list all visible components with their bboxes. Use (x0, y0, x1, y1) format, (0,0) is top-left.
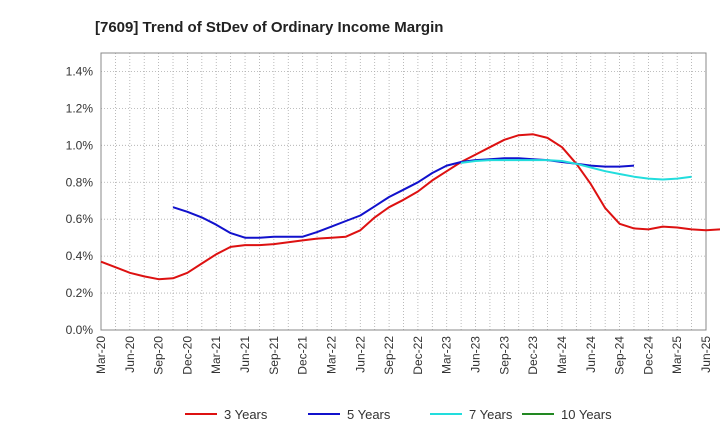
x-tick-label: Jun-20 (123, 336, 137, 373)
y-tick-label: 0.8% (66, 175, 94, 189)
x-tick-label: Mar-24 (555, 336, 569, 374)
plot-frame (100, 52, 707, 331)
x-tick-label: Dec-20 (180, 336, 194, 375)
x-tick-label: Mar-21 (209, 336, 223, 374)
x-tick-label: Mar-25 (670, 336, 684, 374)
grid (100, 53, 707, 331)
y-tick-label: 1.0% (66, 138, 94, 152)
x-tick-label: Dec-23 (526, 336, 540, 375)
legend-label: 7 Years (469, 407, 513, 422)
x-tick-label: Jun-24 (584, 336, 598, 373)
x-tick-label: Jun-23 (469, 336, 483, 373)
x-tick-label: Jun-25 (699, 336, 713, 373)
y-tick-label: 0.4% (66, 249, 94, 263)
x-tick-label: Sep-21 (267, 336, 281, 375)
y-tick-label: 0.6% (66, 212, 94, 226)
chart-title: [7609] Trend of StDev of Ordinary Income… (95, 19, 443, 36)
x-tick-label: Dec-24 (641, 336, 655, 375)
legend-label: 10 Years (561, 407, 612, 422)
legend: 3 Years 5 Years 7 Years 10 Years (185, 407, 612, 422)
x-tick-label: Mar-22 (324, 336, 338, 374)
x-tick-label: Mar-20 (94, 336, 108, 374)
series-line-7-years (460, 159, 692, 181)
x-axis: Mar-20 Jun-20 Sep-20 Dec-20 Mar-21 Jun-21 Sep-… (94, 336, 713, 375)
y-axis: 0.0% 0.2% 0.4% 0.6% 0.8% 1.0% 1.2% 1.4% (66, 64, 94, 337)
series-line-3-years (100, 133, 720, 281)
series-lines (100, 133, 720, 281)
y-tick-label: 0.0% (66, 323, 94, 337)
legend-label: 3 Years (224, 407, 268, 422)
x-tick-label: Dec-22 (411, 336, 425, 375)
x-tick-label: Sep-24 (613, 336, 627, 375)
legend-label: 5 Years (347, 407, 391, 422)
x-tick-label: Jun-21 (238, 336, 252, 373)
x-tick-label: Jun-22 (353, 336, 367, 373)
x-tick-label: Sep-22 (382, 336, 396, 375)
y-tick-label: 0.2% (66, 286, 94, 300)
x-tick-label: Sep-23 (497, 336, 511, 375)
y-tick-label: 1.4% (66, 64, 94, 78)
x-tick-label: Mar-23 (440, 336, 454, 374)
y-tick-label: 1.2% (66, 101, 94, 115)
x-tick-label: Dec-21 (296, 336, 310, 375)
x-tick-label: Sep-20 (152, 336, 166, 375)
